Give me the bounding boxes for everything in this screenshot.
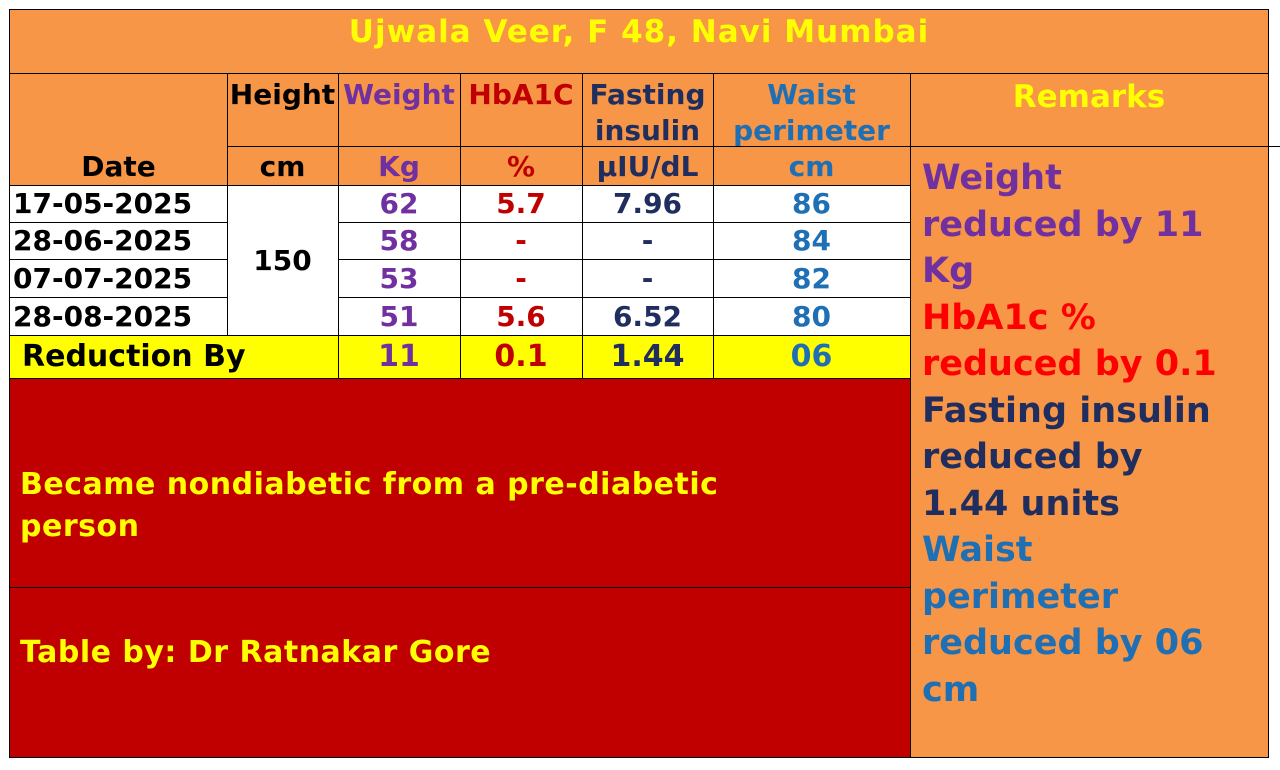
remark-waist-line: cm — [922, 669, 980, 710]
row-date: 07-07-2025 — [13, 261, 193, 295]
header-hba1c: HbA1C — [468, 77, 574, 111]
hline-row3b — [338, 297, 910, 298]
conclusion-note: Became nondiabetic from a pre-diabetic p… — [20, 467, 719, 544]
remark-waist-line: perimeter — [922, 576, 1118, 617]
outer-border — [9, 9, 1269, 758]
hline-row2 — [10, 259, 227, 260]
header-remarks: Remarks — [1012, 79, 1166, 115]
remarks-text: Weight reduced by 11 Kg HbA1c % reduced … — [922, 155, 1267, 713]
remark-hba1c-line: HbA1c % — [922, 297, 1096, 338]
hline-row3 — [10, 297, 227, 298]
row-date: 17-05-2025 — [13, 187, 193, 220]
vline-weight — [460, 73, 461, 378]
row-hba1c: 5.7 — [496, 187, 546, 220]
row-insulin: 7.96 — [612, 187, 683, 220]
header-insulin-line1: Fasting — [589, 77, 706, 111]
header-waist-line1: Waist — [767, 77, 856, 111]
remark-insulin-line: 1.44 units — [922, 483, 1120, 524]
hline-title-bottom — [10, 73, 1268, 74]
row-waist: 86 — [792, 187, 831, 220]
hline-row1 — [10, 222, 227, 223]
row-weight: 58 — [379, 224, 419, 257]
row-weight: 51 — [379, 299, 419, 333]
note-bg — [10, 378, 910, 587]
row-hba1c: - — [515, 224, 527, 257]
remark-insulin-line: reduced by — [922, 437, 1143, 477]
header-height: Height — [229, 77, 336, 111]
row-waist: 80 — [792, 299, 831, 333]
row-waist: 84 — [792, 224, 831, 257]
reduction-insulin: 1.44 — [610, 339, 685, 374]
row-insulin: - — [641, 261, 654, 295]
remark-waist-line: reduced by 06 — [922, 623, 1204, 663]
reduction-weight: 11 — [378, 339, 420, 374]
header-weight-unit: Kg — [378, 150, 420, 183]
header-insulin-line2: insulin — [594, 113, 701, 147]
remark-weight-line: Kg — [922, 251, 975, 291]
hline-remarks-header — [910, 146, 1280, 147]
row-weight: 53 — [379, 261, 419, 295]
hline-row1b — [338, 222, 910, 223]
vline-date — [227, 73, 228, 335]
page-title: Ujwala Veer, F 48, Navi Mumbai — [348, 14, 930, 50]
height-value: 150 — [253, 243, 312, 277]
table-credit: Table by: Dr Ratnakar Gore — [20, 635, 492, 670]
hline-reduction-bottom — [10, 378, 910, 379]
vline-insulin — [713, 73, 714, 378]
row-weight: 62 — [379, 187, 419, 220]
title-bar-bg — [10, 10, 1268, 73]
vline-waist — [910, 73, 911, 758]
header-waist-line2: perimeter — [733, 113, 890, 147]
row-insulin: 6.52 — [612, 299, 683, 333]
remark-weight-line: reduced by 11 — [922, 204, 1204, 245]
vline-hba1c — [582, 73, 583, 378]
reduction-hba1c: 0.1 — [494, 339, 548, 374]
row-insulin: - — [641, 224, 654, 257]
header-waist-unit: cm — [788, 150, 835, 183]
remark-hba1c-line: reduced by 0.1 — [922, 344, 1217, 384]
header-weight: Weight — [343, 77, 455, 111]
row-waist: 82 — [792, 261, 831, 295]
header-hba1c-unit: % — [506, 150, 536, 183]
remark-waist-line: Waist — [922, 530, 1033, 570]
remarks-bg — [910, 73, 1268, 757]
remark-insulin-line: Fasting insulin — [922, 390, 1211, 431]
row-date: 28-06-2025 — [13, 224, 193, 257]
reduction-waist: 06 — [790, 339, 833, 374]
reduction-label: Reduction By — [22, 339, 246, 374]
hline-note-bottom — [10, 587, 910, 588]
row-date: 28-08-2025 — [13, 299, 193, 333]
header-insulin-unit: µIU/dL — [596, 150, 699, 183]
row-hba1c: - — [515, 261, 527, 295]
hline-header-mid — [227, 146, 910, 147]
remark-weight-line: Weight — [922, 158, 1062, 198]
header-height-unit: cm — [259, 150, 306, 183]
row-hba1c: 5.6 — [496, 299, 546, 333]
header-date: Date — [81, 150, 156, 183]
credit-bg — [10, 587, 910, 757]
hline-row2b — [338, 259, 910, 260]
vline-height — [338, 73, 339, 378]
